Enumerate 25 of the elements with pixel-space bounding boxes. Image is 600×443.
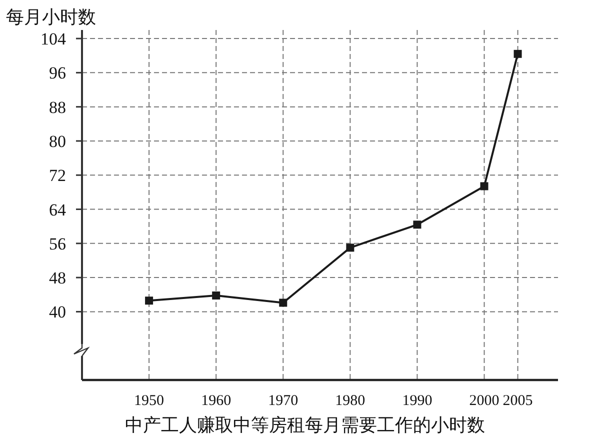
y-tick-label: 88 <box>49 98 66 117</box>
y-tick-label: 56 <box>49 234 66 254</box>
point <box>514 50 522 58</box>
y-tick-label: 80 <box>49 132 66 151</box>
point <box>279 298 288 307</box>
y-tick-label: 96 <box>49 64 66 83</box>
y-tick-label: 48 <box>49 268 66 288</box>
point <box>145 296 154 305</box>
point <box>212 291 220 300</box>
x-axis-title: 中产工人赚取中等房租每月需要工作的小时数 <box>125 415 485 435</box>
x-tick-label: 2000 <box>469 393 500 409</box>
x-tick-label: 1970 <box>268 393 298 409</box>
point <box>480 182 488 190</box>
x-tick-label: 1960 <box>201 393 232 409</box>
y-axis-title: 每月小时数 <box>6 7 96 27</box>
x-tick-label: 1990 <box>402 393 432 409</box>
x-tick-label: 2005 <box>502 393 533 409</box>
x-tick-label: 1980 <box>335 393 366 409</box>
y-tick-label: 72 <box>49 166 66 186</box>
point <box>346 244 354 252</box>
y-tick-label: 64 <box>49 200 66 220</box>
point <box>413 220 422 229</box>
y-tick-label: 104 <box>40 30 66 49</box>
x-tick-label: 1950 <box>134 393 164 409</box>
y-tick-label: 40 <box>49 302 66 322</box>
